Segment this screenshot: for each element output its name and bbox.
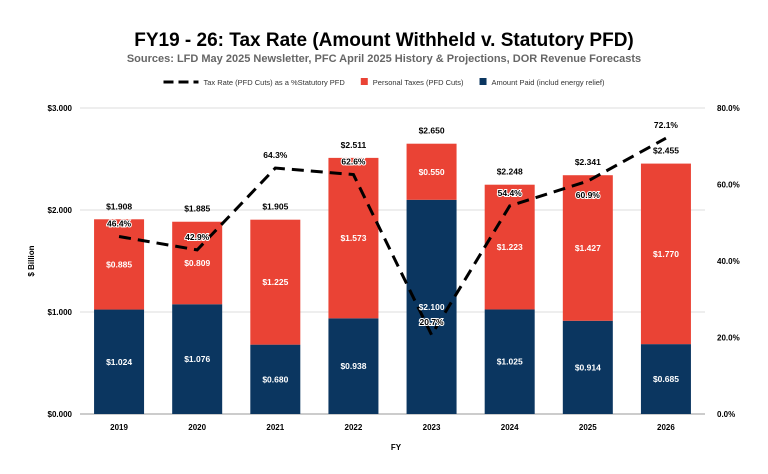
x-tick-label: 2023 <box>423 423 441 432</box>
bar-personal-taxes <box>328 157 379 319</box>
y2-tick-label: 20.0% <box>717 334 740 343</box>
bar-total-label: $2.650 <box>419 126 445 136</box>
x-tick-label: 2026 <box>657 423 675 432</box>
line-value-label: 20.7% <box>420 317 445 327</box>
bar-personal-taxes <box>640 163 691 345</box>
x-tick-label: 2022 <box>345 423 363 432</box>
bar-value-label: $0.680 <box>262 374 288 384</box>
bar-value-label: $1.024 <box>106 357 132 367</box>
y2-tick-label: 40.0% <box>717 257 740 266</box>
y-tick-label: $3.000 <box>48 104 73 113</box>
y-tick-label: $0.000 <box>48 410 73 419</box>
bar-total-label: $2.511 <box>341 140 367 150</box>
line-value-label: 72.1% <box>654 120 679 130</box>
line-value-label: 62.6% <box>341 157 366 167</box>
bar-total-label: $1.908 <box>106 201 132 211</box>
chart-subtitle: Sources: LFD May 2025 Newsletter, PFC Ap… <box>127 53 641 65</box>
line-value-label: 64.3% <box>263 150 288 160</box>
bar-value-label: $1.025 <box>497 357 523 367</box>
bar-value-label: $1.223 <box>497 242 523 252</box>
bar-value-label: $1.770 <box>653 249 679 259</box>
bar-value-label: $0.885 <box>106 259 132 269</box>
bar-value-label: $0.938 <box>340 361 366 371</box>
bar-amount-paid <box>94 309 145 414</box>
bar-value-label: $1.573 <box>340 233 366 243</box>
bar-value-label: $1.427 <box>575 243 601 253</box>
bar-value-label: $1.225 <box>262 277 288 287</box>
legend-line-label: Tax Rate (PFD Cuts) as a %Statutory PFD <box>203 78 345 87</box>
line-value-label: 60.9% <box>576 190 601 200</box>
y2-tick-label: 80.0% <box>717 104 740 113</box>
legend-paid-swatch <box>479 78 487 85</box>
bar-amount-paid <box>250 344 301 414</box>
x-tick-label: 2020 <box>188 423 206 432</box>
x-axis-label: FY <box>391 443 402 452</box>
bar-personal-taxes <box>250 219 301 345</box>
y-tick-label: $1.000 <box>48 308 73 317</box>
bar-total-label: $2.248 <box>497 167 523 177</box>
bar-amount-paid <box>640 344 691 414</box>
legend-taxes-swatch <box>360 78 368 85</box>
line-value-label: 54.4% <box>498 188 523 198</box>
legend-paid-label: Amount Paid (includ energy relief) <box>492 78 605 87</box>
bar-amount-paid <box>328 318 379 414</box>
y2-tick-label: 60.0% <box>717 181 740 190</box>
y2-tick-label: 0.0% <box>717 410 735 419</box>
x-tick-label: 2019 <box>110 423 128 432</box>
tax-rate-line <box>118 136 667 338</box>
bar-personal-taxes <box>562 175 613 321</box>
x-tick-label: 2021 <box>266 423 284 432</box>
legend: Tax Rate (PFD Cuts) as a %Statutory PFD … <box>163 78 605 87</box>
line-value-label: 42.9% <box>185 232 210 242</box>
legend-taxes-label: Personal Taxes (PFD Cuts) <box>373 78 464 87</box>
y-tick-label: $2.000 <box>48 206 73 215</box>
x-tick-label: 2024 <box>501 423 519 432</box>
bar-amount-paid <box>172 304 223 414</box>
bar-personal-taxes <box>406 143 457 200</box>
bar-total-label: $1.885 <box>184 204 210 214</box>
x-tick-label: 2025 <box>579 423 597 432</box>
bar-value-label: $0.550 <box>419 167 445 177</box>
bar-value-label: $2.100 <box>419 302 445 312</box>
bar-personal-taxes <box>94 219 145 310</box>
bar-personal-taxes <box>172 221 223 305</box>
y-axis-label: $ Billion <box>27 245 36 276</box>
bar-value-label: $0.914 <box>575 362 601 372</box>
bar-total-label: $1.905 <box>262 202 288 212</box>
bar-total-label: $2.341 <box>575 157 601 167</box>
bar-amount-paid <box>562 320 613 414</box>
chart-title: FY19 - 26: Tax Rate (Amount Withheld v. … <box>134 30 634 51</box>
line-value-label: 46.4% <box>107 219 132 229</box>
bar-value-label: $1.076 <box>184 354 210 364</box>
bar-amount-paid <box>484 309 535 414</box>
bar-value-label: $0.685 <box>653 374 679 384</box>
bar-value-label: $0.809 <box>184 258 210 268</box>
bar-total-label: $2.455 <box>653 146 679 156</box>
